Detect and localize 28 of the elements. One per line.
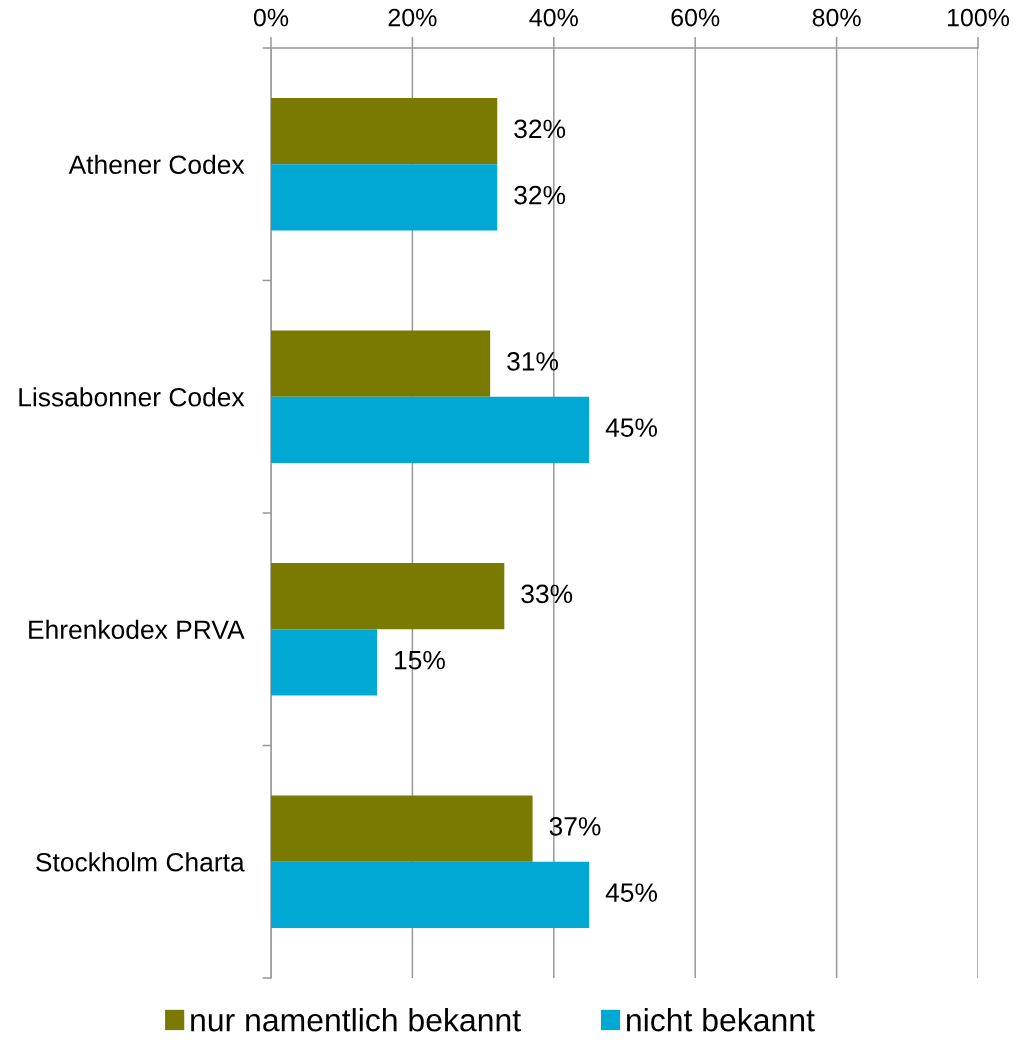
x-tick-label: 60% [671,8,720,27]
bar [271,795,533,862]
data-label: 45% [605,418,657,437]
legend-label: nicht bekannt [627,1008,815,1032]
y-tick-label: Athener Codex [68,154,245,175]
y-tick-label: Ehrenkodex PRVA [29,619,245,640]
data-label: 37% [549,817,601,836]
bar [271,396,590,464]
data-label: 33% [521,584,573,604]
bar [271,629,378,696]
data-label: 32% [514,119,566,139]
bar [271,562,505,630]
bar [271,97,498,165]
data-label: 31% [507,352,559,371]
y-tick-label: Lissabonner Codex [19,387,245,407]
x-tick-label: 0% [253,8,289,27]
data-label: 32% [514,185,566,205]
bar [271,330,491,397]
x-tick-label: 40% [529,8,578,27]
y-tick-label: Stockholm Charta [36,852,245,872]
bar [271,861,590,929]
x-tick-label: 20% [388,8,437,27]
data-label: 15% [395,650,445,670]
legend-label: nur namentlich bekannt [191,1008,521,1032]
data-label: 45% [605,883,657,902]
bar [271,164,498,231]
x-tick-label: 100% [947,8,1010,27]
x-tick-label: 80% [812,8,861,27]
